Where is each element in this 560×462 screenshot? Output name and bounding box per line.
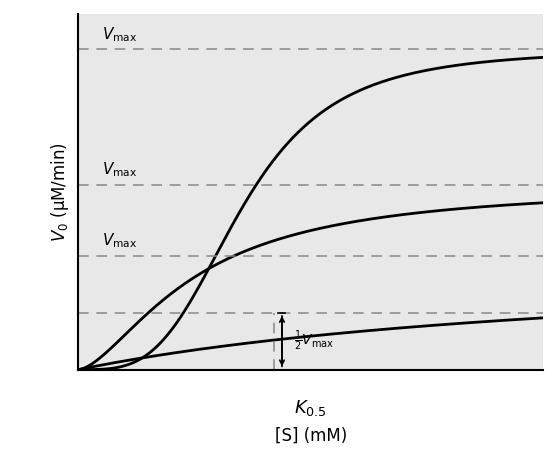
Text: $V_{\mathrm{max}}$: $V_{\mathrm{max}}$	[102, 161, 137, 179]
Text: [S] (mM): [S] (mM)	[274, 426, 347, 444]
Y-axis label: $V_0$ (μM/min): $V_0$ (μM/min)	[49, 142, 72, 242]
Text: $K_{0.5}$: $K_{0.5}$	[295, 398, 327, 418]
Text: $\frac{1}{2}V_{\mathrm{max}}$: $\frac{1}{2}V_{\mathrm{max}}$	[293, 329, 334, 353]
Text: $V_{\mathrm{max}}$: $V_{\mathrm{max}}$	[102, 25, 137, 44]
Text: $V_{\mathrm{max}}$: $V_{\mathrm{max}}$	[102, 232, 137, 250]
